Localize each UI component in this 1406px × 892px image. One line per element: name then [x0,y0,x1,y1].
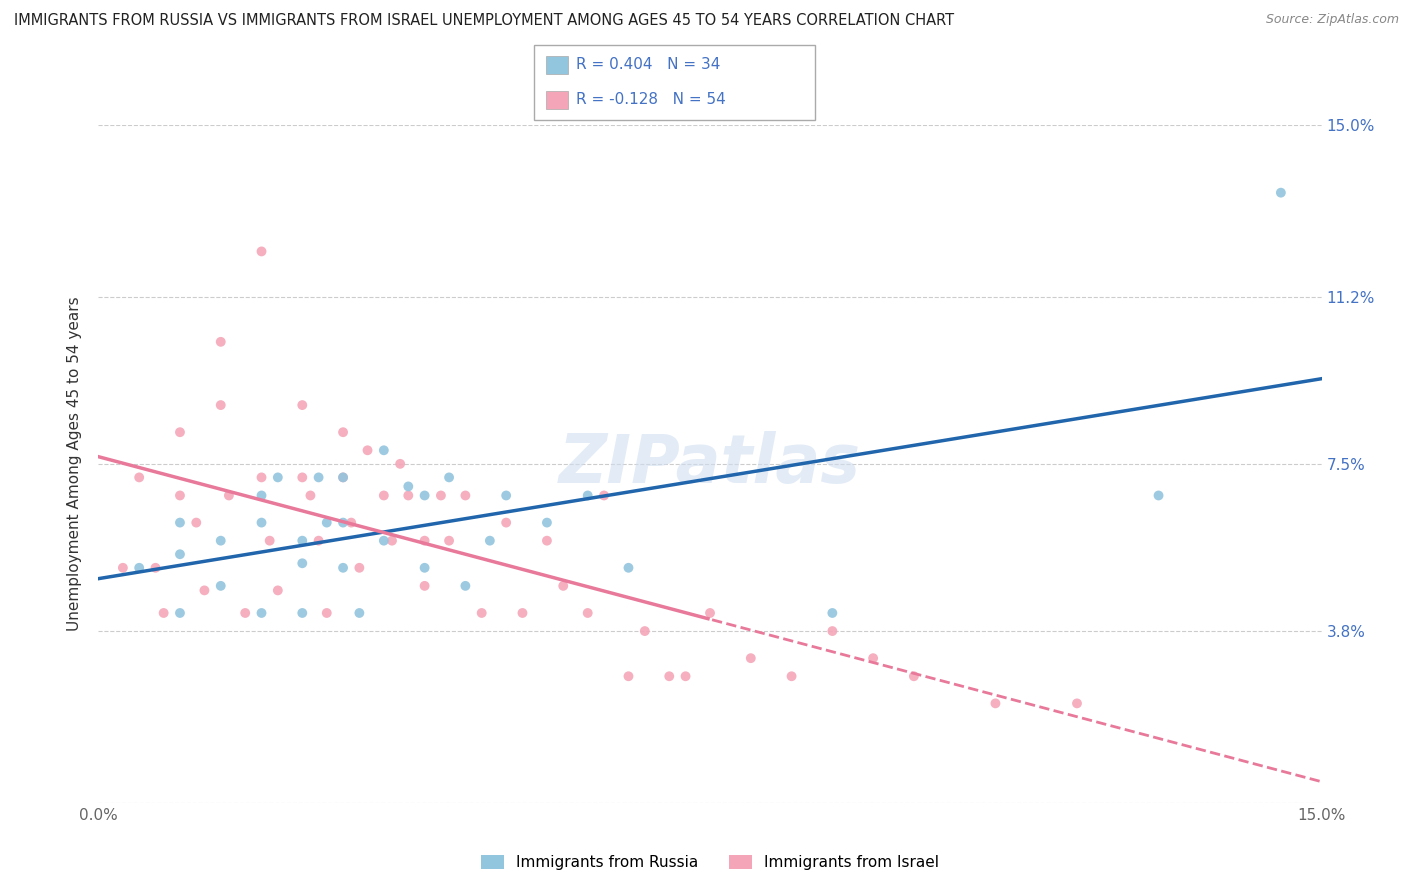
Text: R = -0.128   N = 54: R = -0.128 N = 54 [576,92,727,106]
Point [396,479,419,493]
Point [291,470,314,484]
Point [536,533,558,548]
Point [495,488,517,502]
Point [437,533,460,548]
Legend: Immigrants from Russia, Immigrants from Israel: Immigrants from Russia, Immigrants from … [475,849,945,877]
Point [495,516,517,530]
Point [291,533,314,548]
Point [315,516,337,530]
Point [593,488,616,502]
Point [128,561,150,575]
Point [209,334,232,349]
Point [145,561,167,575]
Point [617,561,640,575]
Point [413,533,436,548]
Point [250,488,273,502]
Point [576,488,599,502]
Point [413,488,436,502]
Point [250,470,273,484]
Point [373,443,395,458]
Point [437,470,460,484]
Point [267,583,290,598]
Point [291,556,314,570]
Point [233,606,256,620]
Point [862,651,884,665]
Point [430,488,453,502]
Point [315,606,337,620]
Point [381,533,404,548]
Point [454,488,477,502]
Point [332,516,354,530]
Point [373,488,395,502]
Point [536,516,558,530]
Point [396,488,419,502]
Point [821,624,844,638]
Point [218,488,240,502]
Point [373,533,395,548]
Point [259,533,281,548]
Point [512,606,534,620]
Point [454,579,477,593]
Point [332,561,354,575]
Point [250,244,273,259]
Point [169,516,191,530]
Point [169,425,191,440]
Point [332,425,354,440]
Point [152,606,174,620]
Text: R = 0.404   N = 34: R = 0.404 N = 34 [576,57,721,71]
Point [340,516,363,530]
Point [209,579,232,593]
Point [658,669,681,683]
Point [413,561,436,575]
Point [821,606,844,620]
Text: IMMIGRANTS FROM RUSSIA VS IMMIGRANTS FROM ISRAEL UNEMPLOYMENT AMONG AGES 45 TO 5: IMMIGRANTS FROM RUSSIA VS IMMIGRANTS FRO… [14,13,955,29]
Point [209,398,232,412]
Point [267,470,290,484]
Point [413,579,436,593]
Point [291,398,314,412]
Point [193,583,215,598]
Point [1147,488,1170,502]
Point [1270,186,1292,200]
Point [553,579,575,593]
Point [250,606,273,620]
Point [903,669,925,683]
Point [291,606,314,620]
Point [617,669,640,683]
Point [984,697,1007,711]
Point [478,533,501,548]
Point [675,669,697,683]
Point [169,488,191,502]
Point [169,547,191,561]
Point [308,470,330,484]
Point [209,533,232,548]
Point [332,470,354,484]
Point [308,533,330,548]
Point [111,561,134,575]
Text: Source: ZipAtlas.com: Source: ZipAtlas.com [1265,13,1399,27]
Point [250,516,273,530]
Point [740,651,762,665]
Point [128,470,150,484]
Point [1066,697,1088,711]
Point [169,606,191,620]
Point [299,488,322,502]
Point [332,470,354,484]
Point [699,606,721,620]
Text: ZIPatlas: ZIPatlas [560,431,860,497]
Point [634,624,657,638]
Point [349,561,371,575]
Point [780,669,803,683]
Point [389,457,412,471]
Point [356,443,378,458]
Point [576,606,599,620]
Point [349,606,371,620]
Point [186,516,208,530]
Y-axis label: Unemployment Among Ages 45 to 54 years: Unemployment Among Ages 45 to 54 years [67,296,83,632]
Point [471,606,494,620]
